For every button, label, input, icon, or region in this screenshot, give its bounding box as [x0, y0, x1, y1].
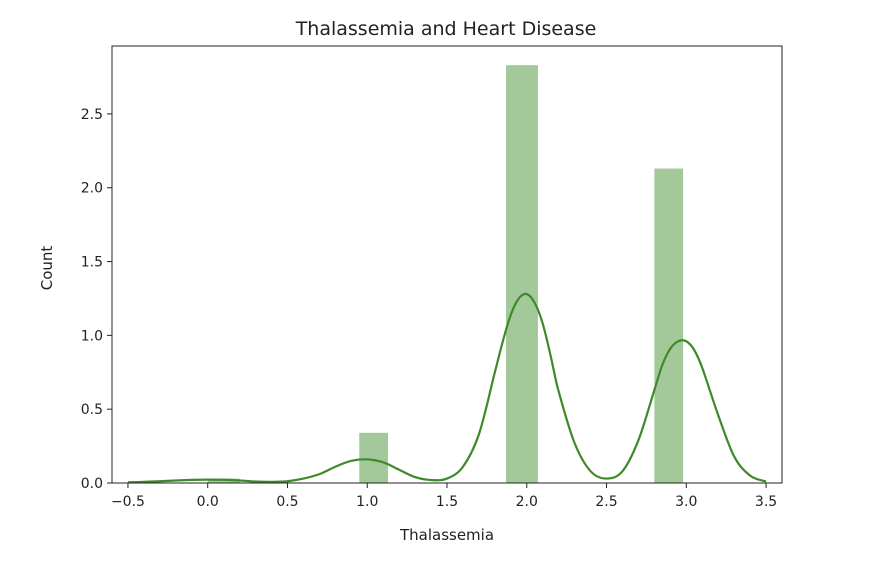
histogram-bar	[359, 432, 388, 483]
kde-curve	[127, 292, 767, 484]
y-tick-label: 2.5	[81, 107, 103, 123]
x-tick-label: 3.0	[675, 494, 697, 510]
x-tick-label: 1.0	[356, 494, 378, 510]
histogram-bar	[654, 168, 684, 483]
x-axis: −0.5 0.0 0.5 1.0 1.5 2.0 2.5 3.0 3.5	[111, 483, 777, 510]
x-tick-label: −0.5	[111, 494, 145, 510]
bars	[207, 65, 684, 483]
chart-title: Thalassemia and Heart Disease	[295, 18, 597, 40]
histogram-bar	[506, 65, 538, 483]
y-tick-label: 0.5	[81, 402, 103, 418]
y-tick-label: 2.0	[81, 181, 103, 197]
x-tick-label: 0.5	[276, 494, 298, 510]
y-tick-label: 1.5	[81, 255, 103, 271]
x-tick-label: 3.5	[755, 494, 777, 510]
x-tick-label: 2.5	[595, 494, 617, 510]
kde-line	[127, 292, 767, 484]
x-axis-label: Thalassemia	[399, 526, 494, 544]
x-tick-label: 0.0	[197, 494, 219, 510]
y-axis: 0.0 0.5 1.0 1.5 2.0 2.5	[81, 107, 112, 492]
y-axis-label: Count	[38, 246, 56, 291]
x-tick-label: 2.0	[516, 494, 538, 510]
x-tick-label: 1.5	[436, 494, 458, 510]
y-tick-label: 0.0	[81, 476, 103, 492]
y-tick-label: 1.0	[81, 328, 103, 344]
